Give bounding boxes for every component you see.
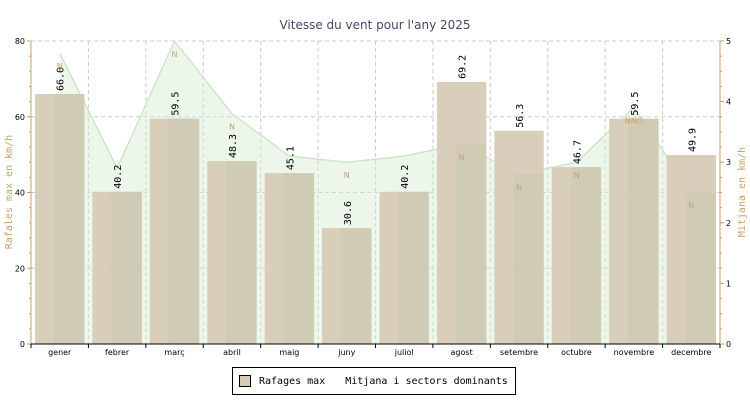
gust-bar-overlap: [168, 118, 200, 344]
legend: Rafages max Mitjana i sectors dominants: [232, 367, 516, 395]
gust-bar-overlap: [226, 161, 257, 344]
x-tick-label: maig: [279, 348, 299, 357]
sector-label: NNO: [625, 117, 643, 126]
y-axis-right-label: Mitjana en km/h: [737, 147, 748, 237]
chart-title: Vitesse du vent pour l'any 2025: [279, 18, 470, 32]
y-right-tick-label: 0: [726, 340, 731, 349]
y-left-tick-label: 0: [20, 340, 25, 349]
gust-bar-overlap: [283, 173, 315, 344]
gust-bar-overlap: [53, 94, 85, 345]
gust-bar-overlap: [570, 167, 602, 344]
y-left-tick-label: 20: [15, 264, 25, 273]
x-tick-label: febrer: [105, 348, 130, 357]
gust-bar-overlap: [111, 191, 142, 344]
y-right-tick-label: 5: [726, 37, 731, 46]
bar-data-label: 66.0: [56, 67, 67, 91]
gust-bar-overlap: [685, 192, 716, 344]
sector-label: N: [344, 171, 350, 180]
bar-data-label: 48.3: [228, 134, 239, 158]
sector-label: N: [229, 123, 235, 132]
x-tick-label: novembre: [614, 348, 655, 357]
mean-line: [59, 39, 692, 193]
legend-item-mean: Mitjana i sectors dominants: [345, 375, 508, 387]
gust-bar-overlap: [455, 144, 487, 344]
sector-label: N: [57, 62, 63, 71]
x-tick-label: març: [164, 348, 184, 357]
x-tick-label: setembre: [500, 348, 538, 357]
bar-data-label: 40.2: [400, 165, 411, 189]
x-tick-label: juny: [337, 348, 355, 357]
y-right-tick-label: 2: [726, 219, 731, 228]
x-tick-label: gener: [48, 348, 72, 357]
sector-label: N: [459, 153, 465, 162]
bar-data-label: 69.2: [458, 55, 469, 79]
bar-data-label: 40.2: [113, 165, 124, 189]
bar-data-label: 56.3: [515, 104, 526, 128]
bar-data-label: 30.6: [343, 201, 354, 225]
axes: 0 20 40 60 80 0 1 2 3 4 5 gener febrer març abril maig j…: [15, 37, 731, 357]
sector-label: N: [172, 50, 178, 59]
data-labels: 66.0 40.2 59.5 48.3 45.1 30.6 40.2 69.2 56.3 46.7…: [56, 50, 699, 225]
gust-bar-overlap: [627, 118, 659, 344]
x-tick-label: agost: [451, 348, 473, 357]
x-tick-label: octubre: [561, 348, 592, 357]
bar-data-label: 49.9: [687, 128, 698, 152]
gust-bar-overlap: [340, 228, 372, 344]
y-right-tick-label: 3: [726, 158, 731, 167]
legend-swatch-gusts: [239, 375, 251, 387]
bar-data-label: 46.7: [572, 140, 583, 164]
x-tick-label: abril: [223, 348, 241, 357]
gust-bar-overlap: [513, 174, 544, 344]
legend-item-gusts: Rafages max: [259, 375, 326, 387]
y-right-tick-label: 1: [726, 279, 731, 288]
sector-label: N: [688, 202, 694, 211]
y-right-tick-label: 4: [726, 98, 731, 107]
sector-label: N: [573, 171, 579, 180]
y-axis-left-label: Rafales max en km/h: [4, 135, 15, 249]
bar-data-label: 59.5: [630, 92, 641, 116]
sector-label: N: [516, 183, 522, 192]
bar-data-label: 59.5: [171, 92, 182, 116]
x-tick-label: juliol: [394, 348, 414, 357]
gust-bar-overlap: [398, 191, 429, 344]
gust-bar-series: [35, 81, 716, 345]
bar-data-label: 45.1: [285, 146, 296, 170]
y-left-tick-label: 60: [15, 113, 25, 122]
y-left-tick-label: 80: [15, 37, 25, 46]
x-tick-label: decembre: [671, 348, 711, 357]
y-left-tick-label: 40: [15, 189, 25, 198]
